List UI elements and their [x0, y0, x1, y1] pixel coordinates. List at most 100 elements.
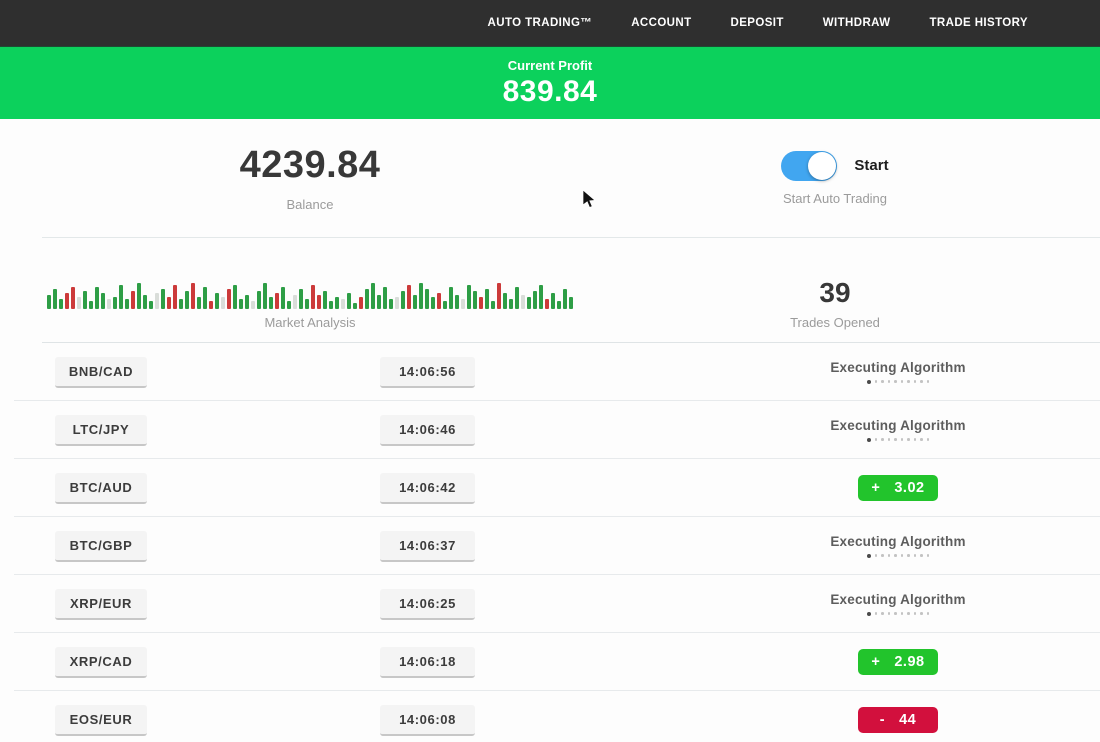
badge-sign: - [879, 711, 886, 728]
market-bar [389, 299, 393, 309]
market-bar [467, 285, 471, 309]
market-bar [329, 301, 333, 309]
market-bar [59, 299, 63, 309]
market-bar [113, 297, 117, 309]
balance-label: Balance [286, 197, 334, 212]
trades-opened-count: 39 [819, 277, 851, 308]
trade-row: XRP/EUR 14:06:25 Executing Algorithm [0, 575, 1100, 632]
market-bar [203, 287, 207, 309]
progress-dots [866, 379, 930, 384]
trade-status: Executing Algorithm [788, 517, 1008, 574]
executing-algorithm-label: Executing Algorithm [830, 591, 966, 607]
market-bar [89, 301, 93, 309]
market-bar [167, 297, 171, 309]
market-bar [257, 291, 261, 309]
market-bar [293, 295, 297, 309]
nav-item-trade-history[interactable]: TRADE HISTORY [929, 17, 1028, 29]
market-bar [95, 287, 99, 309]
progress-dots [866, 611, 930, 616]
pair-button[interactable]: EOS/EUR [55, 705, 147, 736]
pair-button[interactable]: XRP/CAD [55, 647, 147, 678]
auto-trading-toggle[interactable] [781, 150, 838, 181]
market-bar [323, 291, 327, 309]
nav-item-deposit[interactable]: DEPOSIT [730, 17, 784, 29]
market-bar [299, 289, 303, 309]
market-bar [317, 295, 321, 309]
market-bar [437, 293, 441, 309]
pair-button[interactable]: BTC/GBP [55, 531, 147, 562]
row-divider [14, 632, 1100, 633]
time-button[interactable]: 14:06:25 [380, 589, 475, 620]
nav-item-account[interactable]: ACCOUNT [631, 17, 692, 29]
market-bar [119, 285, 123, 309]
market-bar [425, 289, 429, 309]
time-button[interactable]: 14:06:56 [380, 357, 475, 388]
market-bar [473, 291, 477, 309]
market-bar [125, 299, 129, 309]
market-bar [401, 291, 405, 309]
time-button[interactable]: 14:06:46 [380, 415, 475, 446]
market-bar [191, 283, 195, 309]
profit-badge: +2.98 [858, 648, 938, 675]
market-bar [419, 283, 423, 309]
time-button[interactable]: 14:06:08 [380, 705, 475, 736]
trade-row: BTC/GBP 14:06:37 Executing Algorithm [0, 517, 1100, 574]
pair-button[interactable]: LTC/JPY [55, 415, 147, 446]
market-bar [359, 297, 363, 309]
market-bar [527, 297, 531, 309]
current-profit-label: Current Profit [507, 57, 593, 73]
market-bar [233, 285, 237, 309]
market-bar [515, 287, 519, 309]
trade-row: LTC/JPY 14:06:46 Executing Algorithm [0, 401, 1100, 458]
market-bar [215, 293, 219, 309]
market-bar [533, 291, 537, 309]
market-bar [461, 299, 465, 309]
executing-algorithm-label: Executing Algorithm [830, 533, 966, 549]
time-button[interactable]: 14:06:18 [380, 647, 475, 678]
market-bar [101, 293, 105, 309]
market-bar [197, 297, 201, 309]
pair-button[interactable]: XRP/EUR [55, 589, 147, 620]
pair-button[interactable]: BTC/AUD [55, 473, 147, 504]
market-bar [305, 299, 309, 309]
market-bar [335, 297, 339, 309]
pair-button[interactable]: BNB/CAD [55, 357, 147, 388]
market-bar [179, 299, 183, 309]
loss-badge: -44 [858, 706, 938, 733]
trade-status: +2.98 [788, 633, 1008, 690]
row-divider [42, 342, 1100, 343]
time-button[interactable]: 14:06:37 [380, 531, 475, 562]
market-bar [311, 285, 315, 309]
market-bar [503, 293, 507, 309]
badge-sign: + [871, 653, 881, 670]
trade-row: BTC/AUD 14:06:42 +3.02 [0, 459, 1100, 516]
time-button[interactable]: 14:06:42 [380, 473, 475, 504]
market-bar [227, 289, 231, 309]
market-bar [545, 299, 549, 309]
market-bar [47, 295, 51, 309]
toggle-knob [808, 151, 837, 180]
market-bar [395, 297, 399, 309]
badge-value: 44 [899, 711, 917, 728]
toggle-label: Start [854, 157, 889, 174]
market-bar [347, 293, 351, 309]
market-bar [137, 283, 141, 309]
market-bar [173, 285, 177, 309]
market-bar [551, 293, 555, 309]
market-bar [71, 287, 75, 309]
market-bar [131, 291, 135, 309]
market-bar [353, 303, 357, 309]
row-divider [14, 458, 1100, 459]
market-bar [245, 295, 249, 309]
market-bar [497, 283, 501, 309]
market-bar [83, 291, 87, 309]
market-bar [185, 291, 189, 309]
row-divider [14, 690, 1100, 691]
nav-item-auto-trading[interactable]: AUTO TRADING™ [487, 17, 593, 29]
row-divider [14, 574, 1100, 575]
executing-algorithm-label: Executing Algorithm [830, 417, 966, 433]
nav-item-withdraw[interactable]: WITHDRAW [822, 17, 891, 29]
trade-status: -44 [788, 691, 1008, 742]
market-bar [377, 295, 381, 309]
